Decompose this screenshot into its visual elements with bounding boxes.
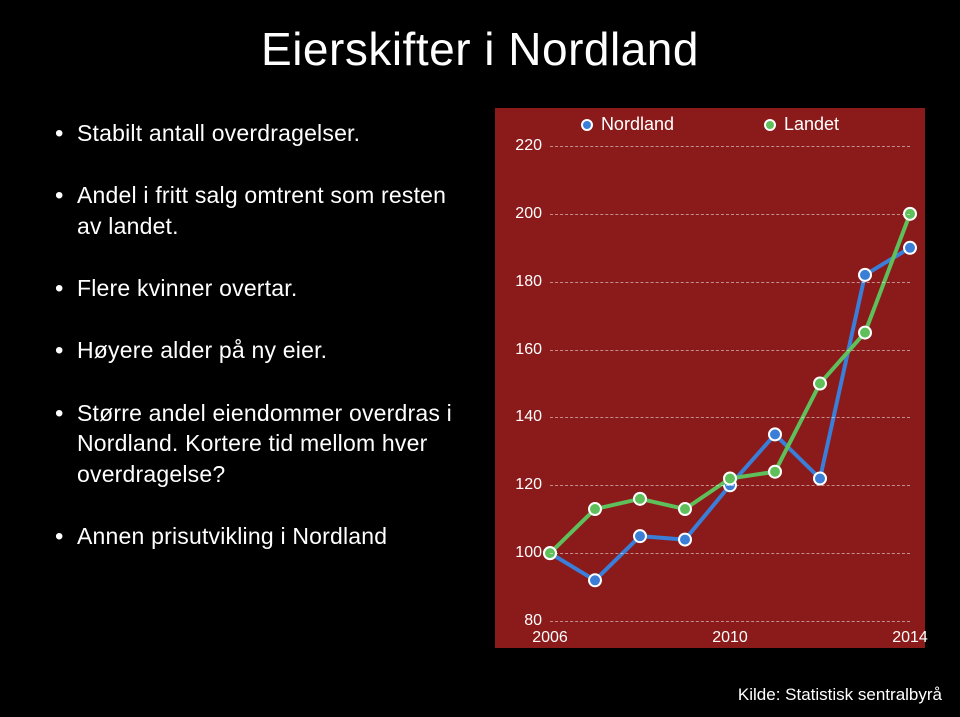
series-marker <box>859 269 871 281</box>
y-axis-tick-label: 120 <box>510 476 542 494</box>
series-marker <box>724 473 736 485</box>
legend-label: Nordland <box>601 114 674 135</box>
bullet-item: Flere kvinner overtar. <box>55 273 475 303</box>
chart-panel: Nordland Landet 801001201401601802002202… <box>495 108 925 648</box>
series-marker <box>634 493 646 505</box>
slide: Eierskifter i Nordland Stabilt antall ov… <box>0 0 960 717</box>
series-marker <box>589 574 601 586</box>
bullet-item: Stabilt antall overdragelser. <box>55 118 475 148</box>
series-marker <box>814 473 826 485</box>
bullet-item: Andel i fritt salg omtrent som resten av… <box>55 180 475 241</box>
chart-gridline <box>550 417 910 418</box>
x-axis-tick-label: 2010 <box>712 629 748 647</box>
bullet-list: Stabilt antall overdragelser. Andel i fr… <box>55 118 475 583</box>
y-axis-tick-label: 160 <box>510 341 542 359</box>
x-axis-tick-label: 2006 <box>532 629 568 647</box>
chart-gridline <box>550 621 910 622</box>
series-marker <box>769 428 781 440</box>
legend-marker-icon <box>764 119 776 131</box>
y-axis-tick-label: 140 <box>510 408 542 426</box>
chart-gridline <box>550 350 910 351</box>
bullet-item: Større andel eiendommer overdras i Nordl… <box>55 398 475 489</box>
chart-gridline <box>550 214 910 215</box>
series-marker <box>589 503 601 515</box>
legend-label: Landet <box>784 114 839 135</box>
chart-gridline <box>550 146 910 147</box>
series-marker <box>904 242 916 254</box>
series-marker <box>634 530 646 542</box>
legend-item-landet: Landet <box>764 114 839 135</box>
y-axis-tick-label: 220 <box>510 137 542 155</box>
source-credit: Kilde: Statistisk sentralbyrå <box>738 685 942 705</box>
y-axis-tick-label: 200 <box>510 205 542 223</box>
x-axis-tick-label: 2014 <box>892 629 928 647</box>
series-marker <box>679 503 691 515</box>
series-marker <box>679 534 691 546</box>
bullet-item: Høyere alder på ny eier. <box>55 335 475 365</box>
chart-svg <box>550 146 910 621</box>
chart-legend: Nordland Landet <box>495 114 925 135</box>
y-axis-tick-label: 80 <box>510 612 542 630</box>
slide-title: Eierskifter i Nordland <box>0 22 960 76</box>
chart-gridline <box>550 553 910 554</box>
y-axis-tick-label: 100 <box>510 544 542 562</box>
legend-marker-icon <box>581 119 593 131</box>
chart-gridline <box>550 485 910 486</box>
series-marker <box>859 327 871 339</box>
chart-gridline <box>550 282 910 283</box>
series-marker <box>814 378 826 390</box>
legend-item-nordland: Nordland <box>581 114 674 135</box>
bullet-item: Annen prisutvikling i Nordland <box>55 521 475 551</box>
chart-plot-area: 80100120140160180200220200620102014 <box>550 146 910 621</box>
y-axis-tick-label: 180 <box>510 273 542 291</box>
series-line <box>550 214 910 553</box>
series-line <box>550 248 910 581</box>
series-marker <box>769 466 781 478</box>
